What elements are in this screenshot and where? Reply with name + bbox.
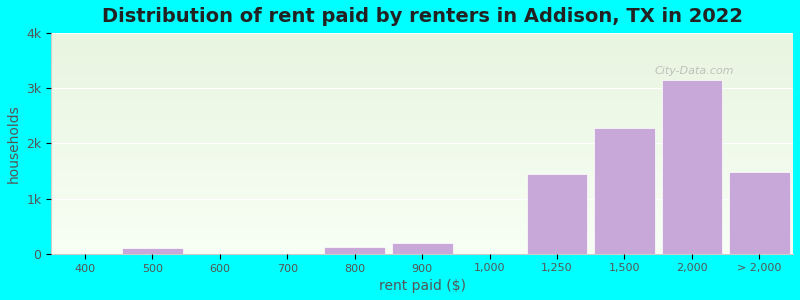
X-axis label: rent paid ($): rent paid ($) (378, 279, 466, 293)
Bar (729, 172, 790, 254)
Bar (325, 247, 385, 254)
Y-axis label: households: households (7, 104, 21, 183)
Bar (526, 174, 587, 254)
Bar (594, 128, 655, 254)
Bar (662, 80, 722, 254)
Bar (122, 248, 183, 254)
Bar (392, 243, 453, 254)
Text: City-Data.com: City-Data.com (654, 66, 734, 76)
Title: Distribution of rent paid by renters in Addison, TX in 2022: Distribution of rent paid by renters in … (102, 7, 742, 26)
